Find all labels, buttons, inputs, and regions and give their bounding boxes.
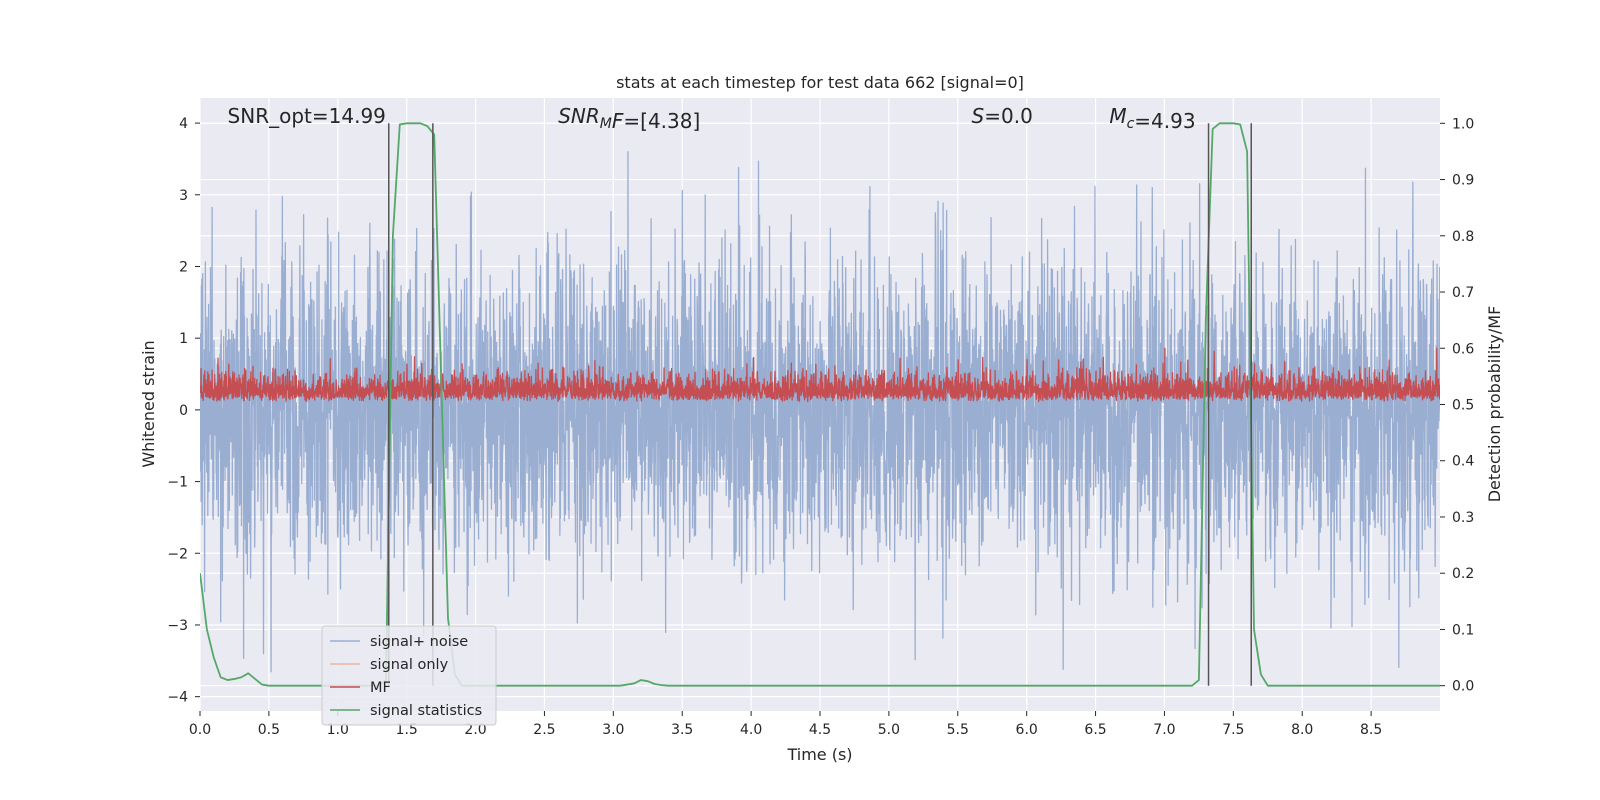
legend-label-signal-statistics: signal statistics <box>370 703 482 719</box>
y-axis-left-ticks: 4 3 2 1 0 −1 −2 −3 −4 <box>167 116 200 706</box>
y-right-tick-label: 0.9 <box>1452 173 1474 189</box>
x-tick-label: 7.5 <box>1222 722 1244 738</box>
legend-label-mf: MF <box>370 680 391 696</box>
y-left-tick-label: 0 <box>179 403 188 419</box>
y-left-tick-label: 4 <box>179 116 188 132</box>
y-axis-right-ticks: 1.0 0.9 0.8 0.7 0.6 0.5 0.4 0.3 0.2 0.1 0.0 <box>1440 116 1474 695</box>
x-tick-label: 5.0 <box>878 722 900 738</box>
legend-label-signal-only: signal only <box>370 657 449 673</box>
annotation-part: S <box>972 104 985 128</box>
y-right-tick-label: 0.7 <box>1452 285 1474 301</box>
x-tick-label: 0.5 <box>258 722 280 738</box>
chart-title: stats at each timestep for test data 662… <box>616 73 1024 92</box>
x-tick-label: 3.5 <box>671 722 693 738</box>
legend-box <box>321 625 497 726</box>
annotation-part: M <box>600 116 612 132</box>
signal-noise-series <box>200 151 1440 673</box>
y-left-tick-label: 3 <box>179 188 188 204</box>
x-tick-label: 2.0 <box>464 722 486 738</box>
x-tick-label: 3.0 <box>602 722 624 738</box>
annotation-part: SNR <box>558 104 600 128</box>
annotation-part: =0.0 <box>984 104 1033 128</box>
annotations: SNR_opt=14.99 SNRMF=[4.38] S=0.0 Mc=4.93 <box>228 104 1196 133</box>
x-tick-label: 7.0 <box>1153 722 1175 738</box>
annotation-part: M <box>1109 104 1126 128</box>
mc-annotation: Mc=4.93 <box>1109 104 1195 133</box>
y-right-tick-label: 0.1 <box>1452 622 1474 638</box>
x-tick-label: 8.0 <box>1291 722 1313 738</box>
s-annotation: S=0.0 <box>972 104 1033 128</box>
x-tick-label: 5.5 <box>947 722 969 738</box>
y-right-tick-label: 0.8 <box>1452 229 1474 245</box>
snr-opt-annotation: SNR_opt=14.99 <box>228 104 386 128</box>
y-left-tick-label: −3 <box>167 618 188 634</box>
y-right-tick-label: 1.0 <box>1452 116 1474 132</box>
annotation-part: F <box>612 109 624 133</box>
x-tick-label: 8.5 <box>1360 722 1382 738</box>
annotation-part: SNR_opt=14.99 <box>228 104 386 128</box>
y-left-tick-label: −1 <box>167 475 188 491</box>
y-right-tick-label: 0.0 <box>1452 679 1474 695</box>
y-left-tick-label: 2 <box>179 259 188 275</box>
x-tick-label: 1.0 <box>327 722 349 738</box>
legend: signal+ noise signal only MF signal stat… <box>321 625 497 726</box>
y-right-tick-label: 0.5 <box>1452 398 1474 414</box>
x-tick-label: 1.5 <box>396 722 418 738</box>
annotation-part: =4.93 <box>1134 109 1195 133</box>
legend-label-signal-noise: signal+ noise <box>370 634 468 650</box>
x-tick-label: 6.0 <box>1016 722 1038 738</box>
snr-mf-annotation: SNRMF=[4.38] <box>558 104 700 133</box>
x-tick-label: 6.5 <box>1084 722 1106 738</box>
y-left-tick-label: −4 <box>167 690 188 706</box>
x-tick-label: 2.5 <box>533 722 555 738</box>
x-tick-label: 0.0 <box>189 722 211 738</box>
y-axis-left-label: Whitened strain <box>139 340 158 467</box>
mf-series <box>200 347 1440 403</box>
y-left-tick-label: −2 <box>167 546 188 562</box>
y-right-tick-label: 0.2 <box>1452 566 1474 582</box>
y-right-tick-label: 0.3 <box>1452 510 1474 526</box>
x-axis-ticks: 0.0 0.5 1.0 1.5 2.0 2.5 3.0 3.5 4.0 4.5 5.0 5.5 6.0 6… <box>189 711 1382 738</box>
annotation-part: c <box>1127 116 1135 132</box>
x-tick-label: 4.0 <box>740 722 762 738</box>
annotation-part: =[4.38] <box>623 109 700 133</box>
y-right-tick-label: 0.6 <box>1452 341 1474 357</box>
y-right-tick-label: 0.4 <box>1452 454 1474 470</box>
detection-markers <box>388 123 1252 686</box>
x-axis-label: Time (s) <box>786 745 852 764</box>
y-left-tick-label: 1 <box>179 331 188 347</box>
x-tick-label: 4.5 <box>809 722 831 738</box>
y-axis-right-label: Detection probability/MF <box>1485 306 1504 503</box>
